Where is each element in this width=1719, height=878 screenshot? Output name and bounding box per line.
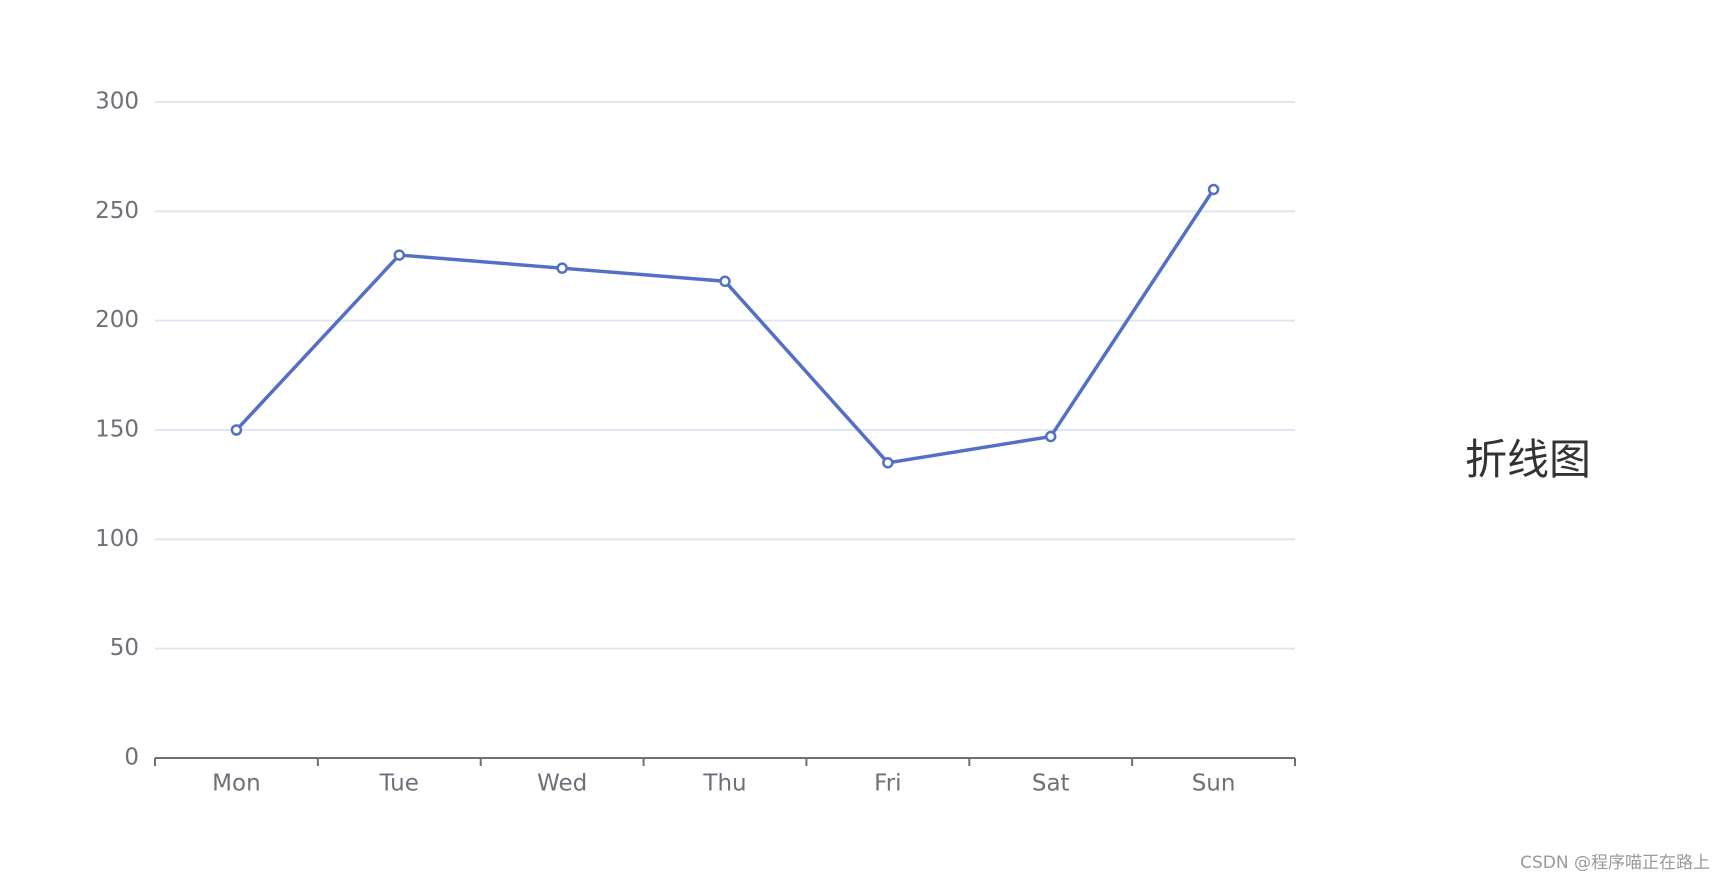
x-tick-label: Fri — [874, 771, 901, 797]
y-tick-label: 300 — [95, 89, 139, 115]
line — [235, 188, 1216, 465]
y-tick-label: 150 — [95, 417, 139, 443]
y-tick-label: 250 — [95, 198, 139, 224]
x-tick-label: Tue — [379, 771, 419, 797]
watermark: CSDN @程序喵正在路上 — [1520, 853, 1710, 873]
point — [882, 457, 894, 469]
x-tick-label: Thu — [702, 771, 746, 797]
y-tick-label: 50 — [110, 635, 139, 661]
point — [393, 249, 406, 261]
y-tick-label: 200 — [95, 307, 139, 333]
x-tick-label: Mon — [212, 771, 261, 797]
chart-title: 折线图 — [1465, 435, 1591, 484]
point — [1207, 183, 1220, 196]
point — [719, 275, 731, 288]
y-tick-label: 0 — [124, 745, 139, 771]
x-tick-label: Sat — [1032, 771, 1070, 797]
x-tick-label: Wed — [537, 771, 587, 797]
x-tick-label: Sun — [1192, 771, 1236, 797]
point — [230, 424, 243, 436]
point — [556, 262, 568, 274]
y-tick-label: 100 — [95, 526, 139, 552]
point — [1044, 430, 1057, 443]
